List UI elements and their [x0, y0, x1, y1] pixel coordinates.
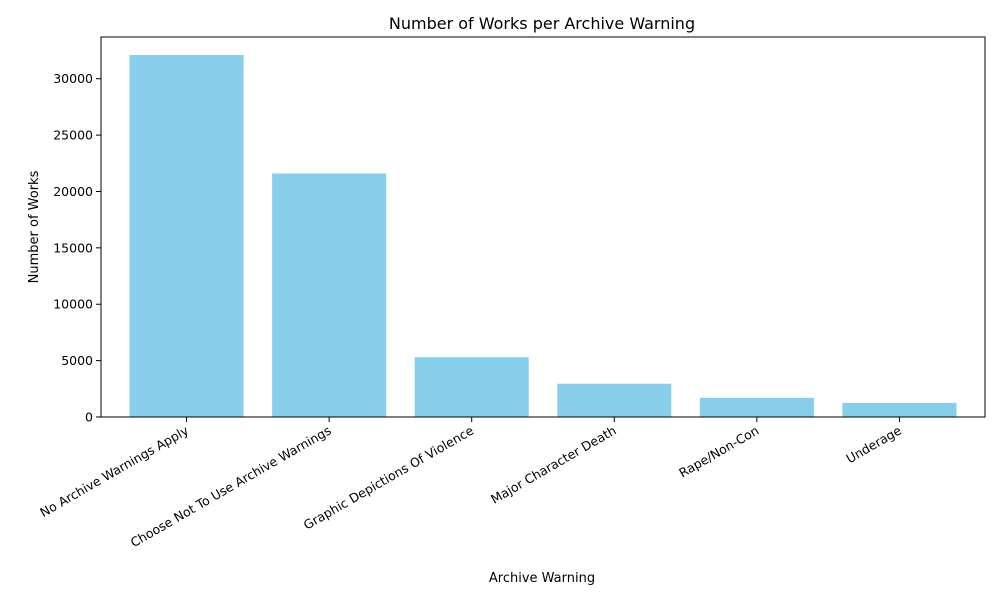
y-tick-label-2: 10000 — [53, 297, 93, 312]
y-tick-label-5: 25000 — [53, 128, 93, 143]
y-tick-label-0: 0 — [85, 410, 93, 425]
bar-5 — [842, 402, 957, 417]
chart-title: Number of Works per Archive Warning — [389, 14, 695, 33]
y-tick-label-6: 30000 — [53, 71, 93, 86]
bar-0 — [129, 55, 244, 418]
x-tick-label-3: Major Character Death — [488, 423, 619, 507]
y-tick-label-4: 20000 — [53, 184, 93, 199]
x-tick-label-5: Underage — [844, 422, 905, 466]
bar-2 — [414, 357, 529, 417]
bars-group — [129, 55, 957, 418]
x-tick-label-4: Rape/Non-Con — [676, 423, 761, 481]
x-tick-label-0: No Archive Warnings Apply — [37, 422, 191, 520]
y-tick-label-3: 15000 — [53, 240, 93, 255]
bar-4 — [699, 397, 814, 417]
bar-3 — [557, 383, 672, 417]
plot-frame — [100, 36, 986, 418]
y-axis: 0 5000 10000 15000 20000 25000 30000 — [53, 71, 101, 425]
x-axis-label: Archive Warning — [489, 571, 595, 586]
y-tick-label-1: 5000 — [61, 353, 93, 368]
bar-1 — [272, 173, 387, 417]
y-axis-label: Number of Works — [27, 170, 42, 283]
